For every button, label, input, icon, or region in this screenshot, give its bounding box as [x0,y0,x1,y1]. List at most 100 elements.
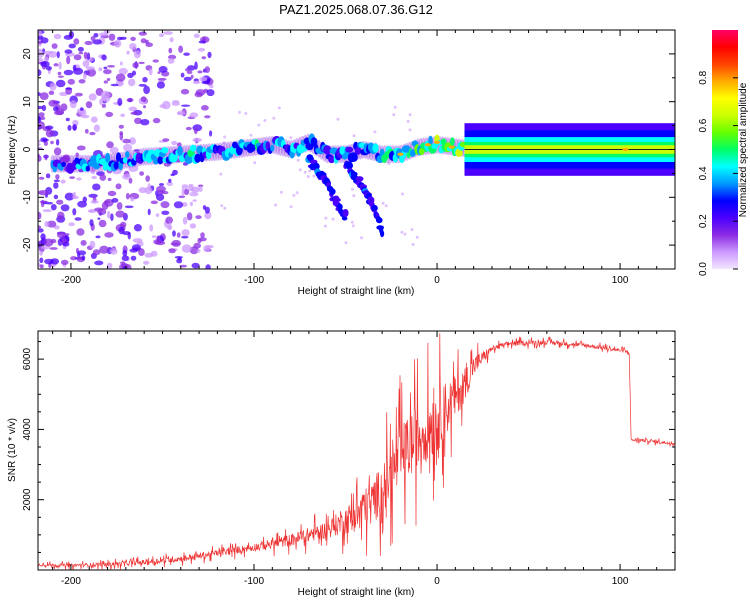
noise-blob [220,204,224,208]
noise-blob [48,90,55,96]
noise-blob [166,182,174,186]
noise-blob [153,239,161,245]
noise-blob [39,264,44,269]
spectrogram-ylabel: Frequency (Hz) [7,116,18,185]
noise-blob [150,200,158,205]
noise-blob [90,116,98,123]
noise-blob [59,91,68,97]
noise-blob [178,45,184,53]
noise-blob [76,177,82,181]
noise-blob [45,173,51,179]
noise-blob [74,92,83,97]
noise-blob [192,199,197,202]
snr-panel: -200 -100 0 100 2000 4000 6000 Height of strai… [7,330,676,598]
noise-blob [381,201,385,205]
noise-blob [165,216,173,225]
noise-blob [38,48,42,52]
noise-blob [198,40,206,44]
noise-blob [170,173,175,177]
noise-blob [147,208,151,216]
noise-blob [80,107,84,111]
ridge-blob [61,161,66,167]
noise-blob [132,62,139,69]
noise-blob [191,262,200,269]
noise-blob [107,177,112,181]
noise-blob [91,175,97,180]
noise-blob [43,50,53,55]
noise-blob [60,103,68,112]
noise-blob [118,82,124,85]
noise-blob [158,183,165,186]
noise-blob [84,128,89,134]
snr-series-line [38,333,675,570]
noise-blob [99,98,104,106]
snr-frame [37,330,676,571]
noise-blob [257,123,261,127]
noise-blob [46,220,57,228]
noise-blob [44,258,54,265]
noise-blob [75,152,79,157]
noise-blob [105,111,114,118]
noise-blob [38,211,42,220]
noise-blob [143,260,150,265]
noise-blob [125,192,130,200]
noise-blob [80,240,87,246]
noise-blob [67,78,76,85]
noise-blob [55,139,60,146]
noise-blob [73,38,80,45]
chart-title: PAZ1.2025.068.07.36.G12 [279,2,433,17]
hotspot [434,140,441,144]
branch-blob [345,161,353,170]
noise-blob [84,40,93,46]
noise-blob [89,219,94,227]
noise-blob [38,154,42,162]
noise-blob [49,247,58,250]
colorbar-tick-label: 0.6 [698,118,709,132]
noise-blob [406,119,410,123]
noise-blob [49,82,57,91]
noise-blob [140,96,147,103]
noise-blob [223,206,227,210]
noise-blob [99,174,107,181]
ridge-blob [270,144,275,152]
noise-blob [140,119,150,126]
snr-ylabel: SNR (10 * v/v) [7,418,18,482]
colorbar: 0.0 0.2 0.4 0.6 0.8 Normalized spectral ampl… [698,30,749,276]
noise-blob [130,111,138,115]
noise-blob [176,110,186,116]
noise-blob [263,119,267,122]
noise-blob [182,216,188,225]
noise-blob [38,139,41,143]
x-tick-label: -200 [61,576,81,587]
noise-blob [138,31,147,36]
noise-blob [181,235,189,239]
noise-blob [130,196,135,202]
noise-blob [204,211,212,220]
noise-blob [101,103,106,108]
noise-blob [145,175,150,182]
noise-blob [181,229,190,237]
ridge-blob [122,157,128,164]
noise-blob [109,146,119,154]
noise-blob [138,61,145,65]
colorbar-tick-label: 0.8 [698,70,709,84]
noise-blob [90,200,99,204]
noise-blob [74,217,82,221]
noise-blob [183,188,190,195]
noise-blob [148,68,153,76]
noise-blob [126,264,132,269]
noise-blob [92,39,102,45]
noise-blob [171,239,181,247]
noise-blob [53,110,64,116]
noise-blob [88,209,95,213]
noise-blob [415,235,419,239]
noise-blob [45,129,54,138]
ridge-blob [323,145,332,155]
noise-blob [92,249,101,256]
noise-blob [113,39,122,48]
noise-blob [209,130,213,137]
noise-blob [387,161,391,165]
noise-blob [223,135,227,139]
noise-blob [152,117,161,124]
